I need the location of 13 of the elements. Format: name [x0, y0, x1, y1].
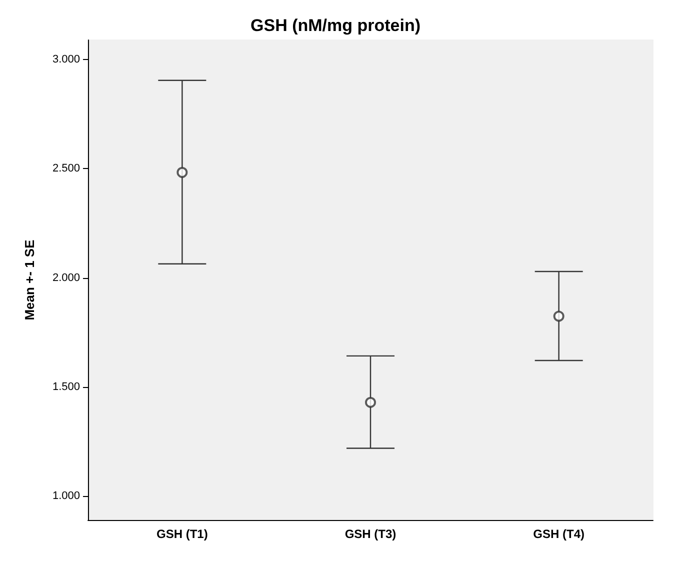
y-tick-label: 3.000	[52, 54, 80, 66]
y-tick-label: 2.000	[52, 272, 80, 284]
y-tick-label: 1.500	[52, 380, 80, 393]
y-tick-label: 1.000	[52, 490, 80, 502]
point	[365, 396, 376, 408]
y-axis-title: Mean +- 1 SE	[22, 239, 37, 320]
y-tick-label: 2.500	[52, 162, 80, 175]
x-tick-label: GSH (T1)	[156, 527, 208, 541]
point	[553, 310, 564, 322]
chart-title: GSH (nM/mg protein)	[250, 16, 420, 35]
x-tick-label: GSH (T4)	[533, 527, 585, 541]
x-tick-label: GSH (T3)	[344, 527, 396, 541]
point	[176, 166, 188, 178]
